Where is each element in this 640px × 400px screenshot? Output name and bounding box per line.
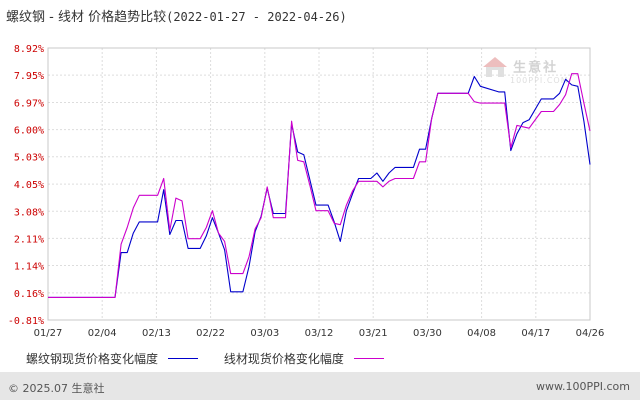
y-tick-label: 2.11% [14, 234, 44, 245]
x-tick-label: 03/03 [250, 328, 279, 339]
site-link[interactable]: www.100PPI.com [536, 380, 630, 393]
y-tick-label: 0.16% [14, 289, 44, 300]
y-tick-label: 7.95% [14, 71, 44, 82]
legend-item-rebar: 螺纹钢现货价格变化幅度 [26, 350, 199, 367]
y-tick-label: 5.03% [14, 153, 44, 164]
x-tick-label: 01/27 [34, 328, 63, 339]
x-tick-label: 04/08 [467, 328, 496, 339]
footer-bar: © 2025.07 生意社 www.100PPI.com [0, 372, 640, 400]
x-tick-label: 03/12 [305, 328, 334, 339]
y-tick-label: 6.97% [14, 99, 44, 110]
x-tick-label: 03/21 [359, 328, 388, 339]
series-line-rebar [48, 75, 591, 298]
y-tick-label: -0.81% [8, 316, 44, 327]
legend-item-wire: 线材现货价格变化幅度 [224, 350, 384, 367]
x-tick-label: 02/04 [88, 328, 117, 339]
legend-swatch-rebar [168, 358, 199, 359]
line-chart: -0.81% 0.16% 1.14% 2.11% 3.08% 4.05% 5.03% 6.00… [8, 44, 605, 339]
x-tick-label: 04/26 [576, 328, 605, 339]
legend-swatch-wire [353, 358, 384, 359]
watermark-brand: 生意社 [513, 60, 559, 76]
brand-watermark: 生意社 100PPI.COM [482, 56, 569, 85]
x-tick-label: 04/17 [521, 328, 550, 339]
watermark-sub: 100PPI.COM [510, 76, 569, 85]
y-tick-label: 1.14% [14, 261, 44, 272]
y-tick-label: 3.08% [14, 207, 44, 218]
y-tick-label: 4.05% [14, 180, 44, 191]
y-tick-label: 6.00% [14, 126, 44, 137]
copyright-text: © 2025.07 生意社 [8, 382, 105, 395]
x-tick-label: 02/22 [196, 328, 225, 339]
y-tick-label: 8.92% [14, 44, 44, 55]
chart-title-text: 螺纹钢 - 线材 价格趋势比较 [6, 10, 167, 25]
chart-date-range: (2022-01-27 - 2022-04-26) [166, 10, 347, 24]
x-tick-label: 02/13 [142, 328, 171, 339]
plot-border [47, 47, 591, 321]
legend-label-rebar: 螺纹钢现货价格变化幅度 [26, 352, 159, 366]
x-tick-label: 03/30 [413, 328, 442, 339]
chart-legend: 螺纹钢现货价格变化幅度 线材现货价格变化幅度 [26, 350, 406, 367]
series-line-wire [48, 73, 591, 298]
house-logo-icon [483, 57, 507, 77]
chart-title: 螺纹钢 - 线材 价格趋势比较(2022-01-27 - 2022-04-26) [6, 6, 347, 25]
legend-label-wire: 线材现货价格变化幅度 [223, 352, 344, 366]
